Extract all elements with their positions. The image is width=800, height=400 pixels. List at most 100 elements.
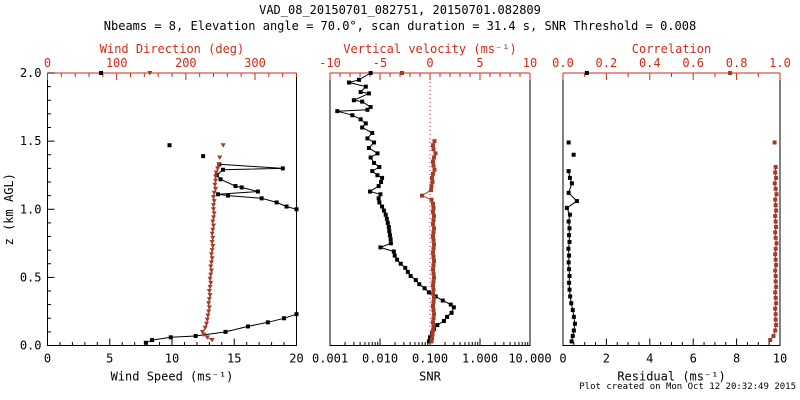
residual-profile-marker <box>566 169 571 174</box>
vertical-velocity-profile-marker <box>432 312 436 317</box>
correlation-profile-marker <box>773 170 778 175</box>
snr-profile-marker <box>376 196 381 201</box>
wind-direction-profile-marker <box>204 321 210 327</box>
snr-profile-marker <box>387 229 392 234</box>
vertical-velocity-profile-marker <box>432 139 437 144</box>
y-axis-title: z (km AGL) <box>2 173 16 245</box>
series-wind-direction-isolated <box>147 71 226 160</box>
vertical-velocity-profile-marker <box>431 267 435 272</box>
vertical-velocity-profile-marker <box>430 332 435 337</box>
correlation-profile-marker <box>773 268 778 273</box>
wind-direction-profile-marker <box>201 332 207 338</box>
series-wind-speed-upper <box>214 162 299 212</box>
snr-profile-marker <box>377 200 382 205</box>
snr-profile-marker <box>380 204 385 209</box>
snr-profile-marker <box>365 107 370 112</box>
correlation-profile-marker <box>773 257 778 262</box>
vertical-velocity-profile-marker <box>431 143 435 148</box>
residual-profile-marker <box>567 175 572 180</box>
wind-direction-profile-marker <box>207 276 213 282</box>
wind-speed-lower-marker <box>282 316 287 321</box>
snr-profile-marker <box>378 192 383 197</box>
wind-speed-lower-marker <box>265 320 270 325</box>
wind-speed-isolated-marker <box>201 154 206 159</box>
plot-title: VAD_08_20150701_082751, 20150701.082809 <box>259 3 541 17</box>
snr-profile-marker <box>379 180 384 184</box>
snr-profile-marker <box>386 224 391 229</box>
correlation-profile-marker <box>773 274 778 279</box>
wind-direction-profile-marker <box>208 272 214 278</box>
residual-isolated-marker <box>584 71 589 75</box>
snr-profile-marker <box>422 286 427 291</box>
vertical-velocity-profile-marker <box>431 209 435 214</box>
correlation-profile-marker <box>774 323 779 328</box>
vertical-velocity-profile-marker <box>431 238 436 243</box>
wind-direction-profile-marker <box>202 325 208 331</box>
correlation-profile-marker <box>773 186 778 191</box>
z-tick-label: 1.0 <box>20 202 42 216</box>
residual-profile-marker <box>571 328 576 333</box>
correlation-profile-marker <box>774 301 779 306</box>
wind-direction-profile-marker <box>209 239 215 245</box>
wind-direction-profile-marker <box>211 207 216 212</box>
residual-profile-marker <box>569 301 574 306</box>
correlation-profile-marker <box>772 181 777 186</box>
vertical-velocity-profile-marker <box>432 275 436 280</box>
snr-profile-marker <box>388 241 393 246</box>
snr-profile-marker <box>451 305 456 310</box>
vertical-velocity-profile-marker <box>431 287 436 292</box>
wind-direction-profile-marker <box>210 219 216 225</box>
wind-direction-profile-marker <box>208 264 214 269</box>
vertical-velocity-profile-marker <box>433 151 438 156</box>
snr-top-tick-label: 5 <box>476 56 483 70</box>
snr-profile-marker <box>398 261 403 266</box>
wind-speed-upper-marker <box>221 167 226 172</box>
snr-profile-marker <box>441 318 446 323</box>
snr-profile-marker <box>387 233 392 238</box>
snr-profile-marker <box>384 216 389 221</box>
snr-profile-marker <box>426 339 431 344</box>
wind-speed-isolated-marker <box>99 71 104 75</box>
snr-profile-marker <box>368 105 373 110</box>
correlation-profile-marker <box>768 338 773 343</box>
wind-speed-lower-marker <box>245 324 250 329</box>
vertical-velocity-profile-marker <box>432 226 436 231</box>
wind-top-tick-label: 0 <box>44 56 51 70</box>
wind-direction-profile-marker <box>204 317 210 323</box>
panel-snr: 0.001 0.010 0.100 1.000 10.000 SNR -10 -5 0 5 10 Ve… <box>312 42 552 384</box>
residual-x-tick-label: 4 <box>646 352 653 366</box>
residual-profile-marker <box>567 233 572 238</box>
wind-speed-upper-marker <box>233 184 238 189</box>
snr-frame <box>329 73 531 346</box>
wind-direction-profile-marker <box>211 203 216 208</box>
residual-top-axis-title: Correlation <box>632 42 711 56</box>
residual-top-tick-label: 0.0 <box>552 56 574 70</box>
residual-profile-marker <box>570 308 575 313</box>
wind-speed-upper-marker <box>216 192 221 197</box>
snr-top-axis-title: Vertical velocity (ms⁻¹) <box>343 42 516 56</box>
series-correlation-profile <box>768 165 779 343</box>
wind-speed-lower-marker <box>143 340 148 345</box>
correlation-profile-marker <box>773 312 778 317</box>
residual-profile-marker <box>567 287 572 292</box>
residual-x-tick-label: 8 <box>733 352 740 366</box>
wind-speed-upper-marker <box>218 177 223 182</box>
wind-direction-profile-marker <box>213 178 219 184</box>
residual-frame <box>562 73 781 346</box>
residual-profile-marker <box>567 280 572 285</box>
snr-profile-marker <box>380 175 385 180</box>
wind-top-tick-label: 200 <box>175 56 197 70</box>
residual-profile-marker <box>566 219 571 224</box>
residual-profile-marker <box>567 267 572 272</box>
snr-profile-marker <box>370 130 375 135</box>
wind-direction-profile-marker <box>208 260 214 265</box>
correlation-profile-marker <box>774 224 779 229</box>
residual-profile-marker <box>567 226 572 231</box>
residual-profile-marker <box>567 253 572 258</box>
vertical-velocity-profile-marker <box>431 201 435 206</box>
correlation-profile-marker <box>773 165 778 170</box>
correlation-profile-marker <box>773 317 778 322</box>
wind-direction-isolated-marker <box>147 71 153 76</box>
